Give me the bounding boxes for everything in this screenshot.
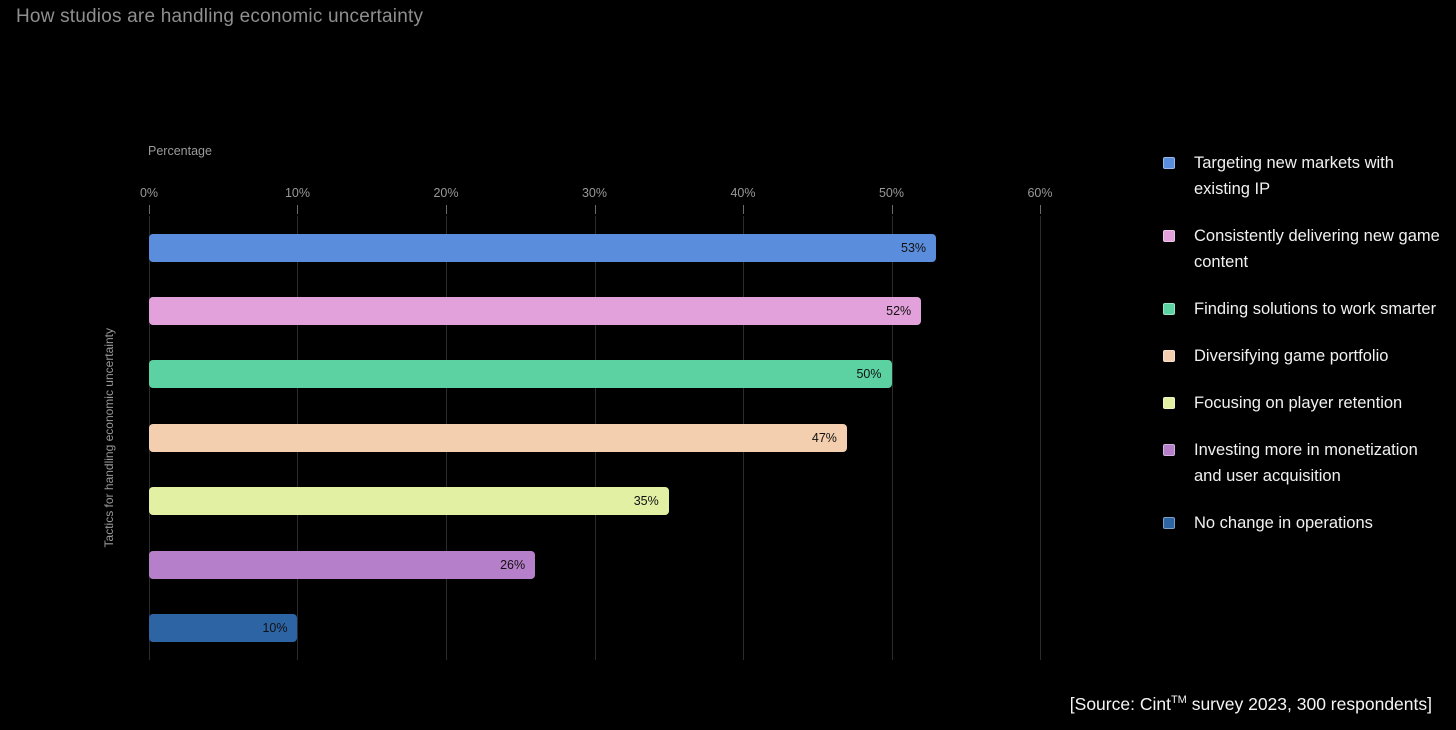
legend-item: Finding solutions to work smarter: [1163, 296, 1448, 322]
legend-item: Targeting new markets with existing IP: [1163, 150, 1448, 202]
x-tick-mark: [594, 205, 596, 214]
legend-item: Diversifying game portfolio: [1163, 343, 1448, 369]
legend-swatch: [1163, 230, 1175, 242]
x-tick-label: 40%: [730, 186, 756, 200]
x-axis-title: Percentage: [148, 144, 212, 158]
legend-label: No change in operations: [1194, 514, 1373, 532]
gridline: [891, 216, 893, 660]
legend-swatch: [1163, 444, 1175, 456]
x-tick-label: 0%: [139, 186, 159, 200]
legend-label: Targeting new markets with existing IP: [1194, 154, 1394, 198]
x-axis-tick-marks: [149, 205, 1041, 215]
bar: 10%: [149, 614, 298, 643]
y-axis-title-text: Tactics for handling economic uncertaint…: [102, 328, 116, 548]
bar-value-label: 10%: [262, 621, 288, 636]
x-tick-mark: [445, 205, 447, 214]
bar-row: 26%: [149, 533, 1040, 596]
x-tick-mark: [149, 205, 150, 214]
x-axis-tick-labels: 0% 10% 20% 30% 40% 50% 60%: [140, 186, 1053, 202]
legend-label: Diversifying game portfolio: [1194, 347, 1389, 365]
legend-label: Consistently delivering new game content: [1194, 227, 1440, 271]
legend-swatch: [1163, 397, 1175, 409]
bar: 52%: [149, 297, 922, 326]
bar: 53%: [149, 233, 937, 262]
bar-value-label: 53%: [901, 240, 927, 255]
bar-row: 52%: [149, 279, 1040, 342]
source-prefix: [Source: Cint: [1069, 694, 1171, 714]
source-note: [Source: CintTM survey 2023, 300 respond…: [1070, 694, 1432, 715]
legend-item: Investing more in monetization and user …: [1163, 437, 1448, 489]
source-suffix: survey 2023, 300 respondents]: [1186, 694, 1432, 714]
x-tick-label: 60%: [1027, 186, 1053, 200]
bar: 50%: [149, 360, 892, 389]
bar-row: 50%: [149, 343, 1040, 406]
legend-item: No change in operations: [1163, 510, 1448, 536]
gridline: [1040, 216, 1041, 660]
x-tick-mark: [891, 205, 893, 214]
y-axis-title: Tactics for handling economic uncertaint…: [98, 216, 120, 660]
bar-row: 10%: [149, 596, 1040, 659]
legend-label: Finding solutions to work smarter: [1194, 300, 1437, 318]
legend-label: Investing more in monetization and user …: [1194, 441, 1418, 485]
x-tick-mark: [742, 205, 744, 214]
bar: 26%: [149, 550, 536, 579]
bar-value-label: 26%: [500, 557, 526, 572]
bar-row: 47%: [149, 406, 1040, 469]
legend-swatch: [1163, 303, 1175, 315]
legend-label: Focusing on player retention: [1194, 394, 1403, 412]
source-trademark: TM: [1170, 694, 1187, 707]
x-tick-label: 20%: [433, 186, 459, 200]
bar-row: 53%: [149, 216, 1040, 279]
x-tick-label: 50%: [878, 186, 905, 200]
x-tick-mark: [297, 205, 299, 214]
bar-row: 35%: [149, 470, 1040, 533]
bar-value-label: 50%: [856, 367, 882, 382]
bar-value-label: 47%: [811, 430, 837, 445]
bar-value-label: 52%: [886, 304, 912, 319]
bar: 47%: [149, 423, 847, 452]
bar: 35%: [149, 487, 669, 516]
legend-swatch: [1163, 350, 1175, 362]
legend: Targeting new markets with existing IP Co…: [1163, 150, 1448, 557]
legend-item: Consistently delivering new game content: [1163, 223, 1448, 275]
x-tick-label: 10%: [284, 186, 310, 200]
x-tick-mark: [1040, 205, 1041, 214]
x-tick-label: 30%: [581, 186, 608, 200]
legend-swatch: [1163, 517, 1175, 529]
chart-title: How studios are handling economic uncert…: [16, 6, 424, 27]
plot-area: 53% 52% 50% 47% 35% 26% 10%: [149, 216, 1041, 660]
legend-item: Focusing on player retention: [1163, 390, 1448, 416]
legend-swatch: [1163, 157, 1175, 169]
bar-value-label: 35%: [633, 494, 659, 509]
